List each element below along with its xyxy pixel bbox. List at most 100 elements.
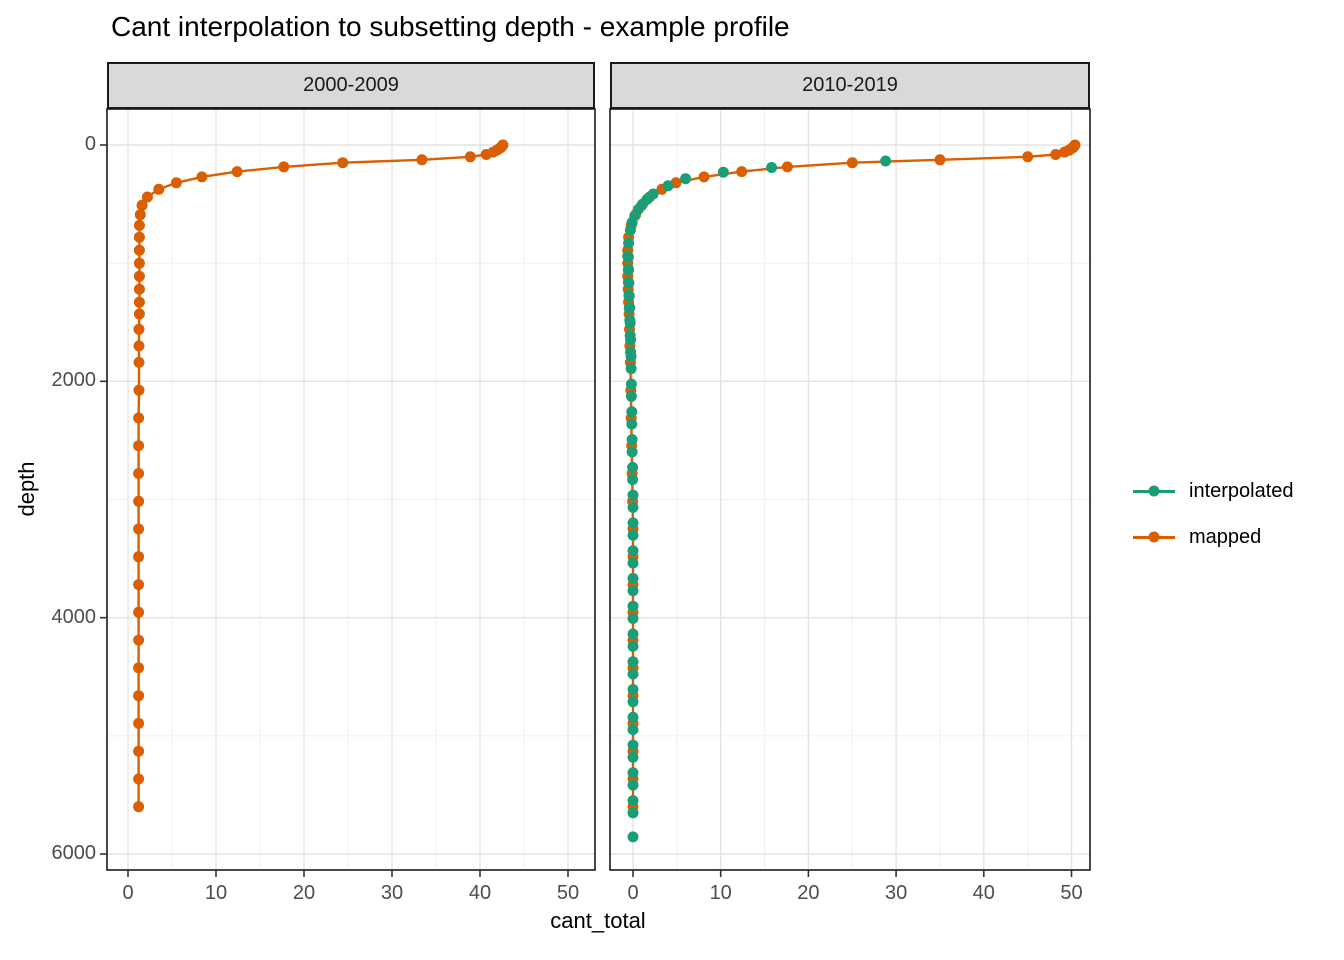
data-point-mapped xyxy=(278,161,290,173)
data-point-mapped xyxy=(133,340,145,352)
data-point-interpolated xyxy=(627,640,639,652)
data-point-mapped xyxy=(133,270,145,282)
data-point-mapped xyxy=(133,257,145,269)
data-point-interpolated xyxy=(625,378,637,390)
data-point-interpolated xyxy=(624,317,636,329)
data-point-mapped xyxy=(133,231,145,243)
data-point-mapped xyxy=(133,801,145,813)
data-point-mapped xyxy=(133,717,145,729)
data-point-interpolated xyxy=(624,224,636,236)
data-point-mapped xyxy=(480,149,492,160)
data-point-mapped xyxy=(133,634,145,646)
chart-title: Cant interpolation to subsetting depth -… xyxy=(111,11,790,42)
data-point-interpolated xyxy=(627,572,639,584)
data-point-interpolated xyxy=(627,557,639,569)
y-tick-label: 0 xyxy=(84,133,96,155)
y-axis-title: depth xyxy=(14,461,39,517)
panel-background xyxy=(107,109,595,870)
x-tick-label: 40 xyxy=(468,882,492,904)
y-tick-label: 2000 xyxy=(51,369,97,392)
data-point-mapped xyxy=(1059,146,1070,158)
data-point-mapped xyxy=(133,308,145,320)
x-tick-label: 20 xyxy=(797,882,820,904)
series-interpolated xyxy=(622,155,892,843)
x-tick-label: 30 xyxy=(884,882,908,904)
data-point-mapped xyxy=(133,773,145,785)
data-point-interpolated xyxy=(625,350,637,362)
x-tick-label: 10 xyxy=(709,882,732,904)
data-point-interpolated xyxy=(627,739,639,751)
legend-entry-interpolated: interpolated xyxy=(1133,477,1294,505)
data-point-mapped xyxy=(698,171,710,183)
x-tick-label: 30 xyxy=(380,882,404,904)
data-point-mapped xyxy=(133,523,145,535)
data-point-mapped xyxy=(133,219,145,231)
data-point-interpolated xyxy=(627,795,639,807)
facet-strip-label: 2000-2009 xyxy=(303,74,399,96)
legend-point-glyph xyxy=(1148,531,1160,543)
data-point-interpolated xyxy=(625,363,637,375)
data-point-mapped xyxy=(196,171,208,183)
data-point-mapped xyxy=(133,412,145,424)
data-point-mapped xyxy=(133,745,145,757)
data-point-mapped xyxy=(133,440,145,452)
data-point-mapped xyxy=(133,323,145,335)
minor-gridlines xyxy=(107,109,595,870)
data-point-interpolated xyxy=(626,446,638,458)
data-point-interpolated xyxy=(623,277,635,289)
data-point-interpolated xyxy=(626,406,638,418)
data-point-mapped xyxy=(134,209,146,221)
legend-key-mapped-icon xyxy=(1133,523,1175,551)
data-point-interpolated xyxy=(627,628,639,640)
data-point-interpolated xyxy=(623,237,635,249)
data-point-interpolated xyxy=(662,180,674,192)
data-point-interpolated xyxy=(627,656,639,668)
y-tick-label: 4000 xyxy=(51,605,97,628)
data-point-interpolated xyxy=(622,264,634,276)
data-point-interpolated xyxy=(622,251,634,263)
data-point-interpolated xyxy=(627,696,639,708)
data-point-mapped xyxy=(133,283,145,295)
x-tick-label: 40 xyxy=(972,882,995,904)
data-point-interpolated xyxy=(627,831,639,843)
legend-label-mapped: mapped xyxy=(1189,526,1262,548)
data-point-interpolated xyxy=(624,302,636,314)
legend-entry-mapped: mapped xyxy=(1133,523,1294,551)
data-point-interpolated xyxy=(680,173,692,185)
x-tick-label: 0 xyxy=(627,882,639,904)
data-point-mapped xyxy=(133,690,145,702)
data-point-interpolated xyxy=(627,545,639,557)
data-point-mapped xyxy=(337,157,349,169)
data-point-interpolated xyxy=(625,390,637,402)
series-mapped xyxy=(133,139,509,813)
data-point-interpolated xyxy=(627,684,639,695)
data-point-interpolated xyxy=(627,517,639,529)
minor-gridlines xyxy=(610,109,1090,870)
legend-key-interpolated-icon xyxy=(1133,477,1175,505)
data-point-interpolated xyxy=(627,489,639,501)
data-point-mapped xyxy=(1022,151,1034,163)
data-point-mapped xyxy=(1050,149,1062,160)
data-point-interpolated xyxy=(880,155,892,167)
data-point-mapped xyxy=(133,244,145,256)
data-point-mapped xyxy=(846,157,858,169)
data-point-interpolated xyxy=(627,724,639,736)
data-point-mapped xyxy=(133,579,145,591)
data-point-mapped xyxy=(136,199,148,211)
data-point-interpolated xyxy=(627,501,639,513)
data-point-interpolated xyxy=(627,751,639,763)
data-point-mapped xyxy=(133,662,145,674)
data-point-mapped xyxy=(133,495,145,507)
x-tick-label: 50 xyxy=(556,882,580,904)
data-point-interpolated xyxy=(717,166,729,178)
x-tick-label: 0 xyxy=(122,882,134,904)
x-axis-title: cant_total xyxy=(550,908,646,933)
data-point-interpolated xyxy=(627,711,639,723)
major-gridlines xyxy=(107,109,595,870)
data-point-mapped xyxy=(153,183,165,195)
data-point-mapped xyxy=(133,606,145,618)
legend-label-interpolated: interpolated xyxy=(1189,480,1294,502)
x-tick-label: 10 xyxy=(204,882,228,904)
